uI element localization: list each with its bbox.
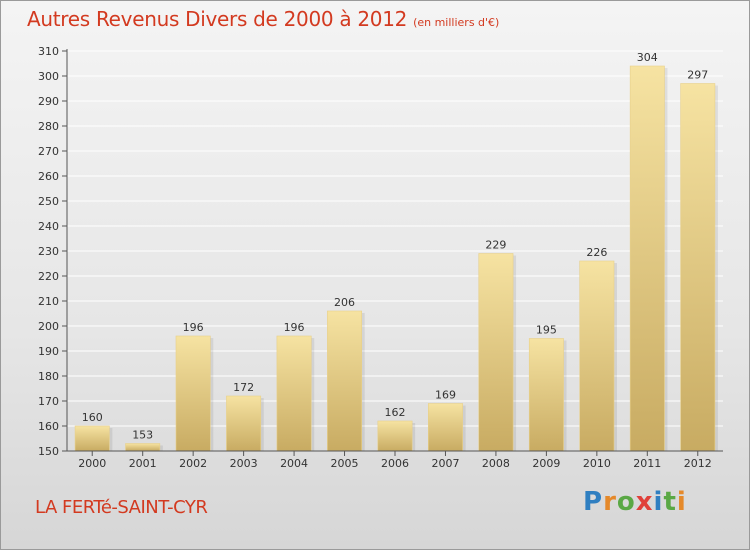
chart-title-text: Autres Revenus Divers de 2000 à 2012 bbox=[27, 7, 408, 31]
y-tick-label: 290 bbox=[38, 95, 59, 108]
y-tick-label: 250 bbox=[38, 195, 59, 208]
data-label: 304 bbox=[637, 51, 658, 64]
bar bbox=[428, 403, 463, 452]
x-tick-label: 2007 bbox=[431, 457, 459, 470]
bar bbox=[579, 260, 615, 452]
x-tick-label: 2002 bbox=[179, 457, 207, 470]
grid-lines bbox=[67, 50, 723, 452]
y-tick-label: 200 bbox=[38, 320, 59, 333]
y-tick-label: 220 bbox=[38, 270, 59, 283]
y-tick-label: 270 bbox=[38, 145, 59, 158]
bars bbox=[74, 65, 718, 452]
data-label: 162 bbox=[385, 406, 406, 419]
x-tick-label: 2004 bbox=[280, 457, 308, 470]
x-tick-label: 2001 bbox=[129, 457, 157, 470]
logo-letter: x bbox=[635, 487, 654, 517]
logo-letter: r bbox=[603, 487, 617, 517]
x-tick-label: 2008 bbox=[482, 457, 510, 470]
bar bbox=[680, 83, 716, 452]
axes: 150 160 170 180 190 200 210 220 230 240 250 260 270 2… bbox=[38, 45, 723, 470]
data-label: 195 bbox=[536, 324, 557, 337]
logo-letter: P bbox=[583, 487, 604, 517]
value-labels: 160 153 196 172 196 206 162 169 229 195 226 304 297 bbox=[82, 51, 709, 442]
bar bbox=[327, 310, 362, 452]
bar bbox=[528, 338, 564, 452]
y-tick-label: 180 bbox=[38, 370, 59, 383]
logo-letter: i bbox=[653, 487, 664, 517]
x-tick-label: 2000 bbox=[78, 457, 106, 470]
chart-subtitle: (en milliers d'€) bbox=[413, 16, 500, 29]
x-tick-label: 2003 bbox=[230, 457, 258, 470]
data-label: 229 bbox=[485, 239, 506, 252]
bar bbox=[377, 420, 413, 452]
y-tick-label: 260 bbox=[38, 170, 59, 183]
y-tick-label: 170 bbox=[38, 395, 59, 408]
y-tick-label: 280 bbox=[38, 120, 59, 133]
y-tick-label: 190 bbox=[38, 345, 59, 358]
data-label: 160 bbox=[82, 411, 103, 424]
data-label: 153 bbox=[132, 429, 153, 442]
y-tick-label: 240 bbox=[38, 220, 59, 233]
data-label: 226 bbox=[586, 246, 607, 259]
bar bbox=[478, 253, 514, 452]
bar bbox=[276, 335, 312, 452]
data-label: 196 bbox=[284, 321, 305, 334]
data-label: 297 bbox=[687, 69, 708, 82]
x-tick-label: 2006 bbox=[381, 457, 409, 470]
data-label: 206 bbox=[334, 296, 355, 309]
y-tick-label: 150 bbox=[38, 445, 59, 458]
y-tick-label: 310 bbox=[38, 45, 59, 58]
logo-letter: o bbox=[616, 487, 636, 517]
x-tick-label: 2011 bbox=[633, 457, 661, 470]
y-tick-label: 210 bbox=[38, 295, 59, 308]
proxiti-logo: Proxiti bbox=[583, 487, 687, 517]
bar bbox=[175, 335, 211, 452]
bar bbox=[125, 443, 161, 452]
data-label: 172 bbox=[233, 381, 254, 394]
bar bbox=[629, 65, 665, 452]
logo-letter: i bbox=[676, 487, 687, 517]
x-tick-label: 2010 bbox=[583, 457, 611, 470]
x-tick-label: 2005 bbox=[331, 457, 359, 470]
bar bbox=[74, 425, 110, 452]
data-label: 169 bbox=[435, 389, 456, 402]
place-name: LA FERTé-SAINT-CYR bbox=[35, 497, 208, 518]
logo-letter: t bbox=[663, 487, 677, 517]
x-tick-label: 2009 bbox=[532, 457, 560, 470]
chart-title: Autres Revenus Divers de 2000 à 2012 (en … bbox=[27, 7, 499, 31]
bar bbox=[226, 395, 262, 452]
data-label: 196 bbox=[183, 321, 204, 334]
y-tick-label: 230 bbox=[38, 245, 59, 258]
y-tick-label: 160 bbox=[38, 420, 59, 433]
y-tick-label: 300 bbox=[38, 70, 59, 83]
x-tick-label: 2012 bbox=[684, 457, 712, 470]
